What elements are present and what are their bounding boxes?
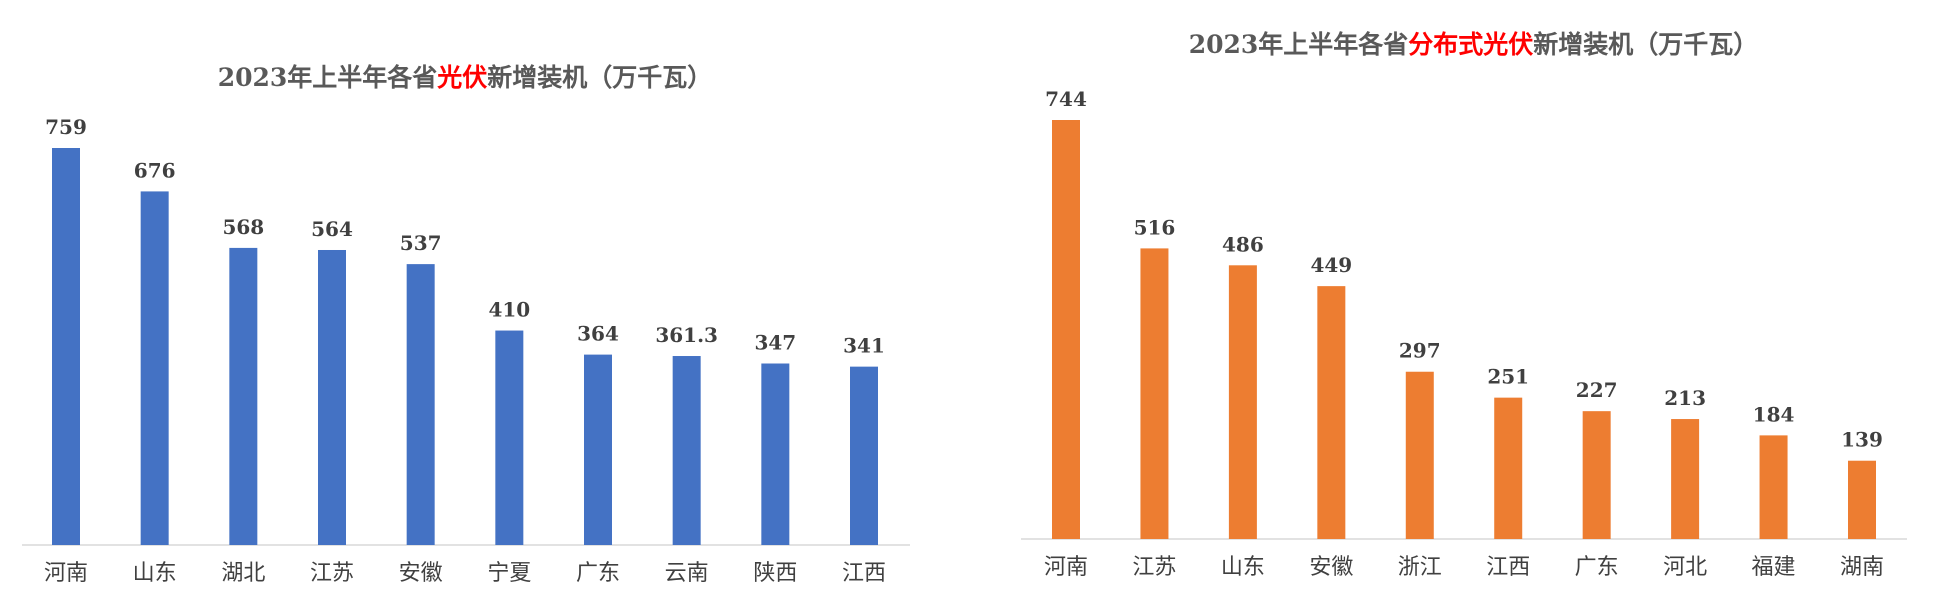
bar-1 xyxy=(1140,248,1169,539)
category-label-4: 安徽 xyxy=(399,561,443,586)
data-label-0: 744 xyxy=(1045,87,1087,111)
category-label-7: 河北 xyxy=(1663,555,1707,580)
category-label-3: 江苏 xyxy=(310,561,354,586)
chart-title: 2023年上半年各省光伏新增装机（万千瓦） xyxy=(0,58,930,94)
bar-8 xyxy=(1759,435,1788,539)
data-label-4: 537 xyxy=(400,231,442,255)
bar-4 xyxy=(406,264,435,545)
data-label-5: 251 xyxy=(1487,365,1529,389)
title-highlight: 分布式光伏 xyxy=(1408,30,1534,59)
data-label-4: 297 xyxy=(1399,339,1441,363)
data-label-3: 564 xyxy=(311,217,353,241)
bar-1 xyxy=(140,191,169,545)
bar-6 xyxy=(1582,411,1611,539)
bar-9 xyxy=(850,366,878,545)
bar-chart-total-pv: 759 河南 676 山东 568 湖北 564 江苏 537 安徽 410 宁夏 364 广东 361.3… xyxy=(22,115,910,586)
category-label-2: 湖北 xyxy=(221,561,265,586)
data-label-1: 516 xyxy=(1134,215,1176,239)
title-prefix: 2023年上半年各省 xyxy=(1188,30,1409,59)
bar-9 xyxy=(1848,460,1876,539)
chart-panel-distributed-pv: 2023年上半年各省分布式光伏新增装机（万千瓦） 744 河南 516 江苏 486 山东… xyxy=(1010,0,1937,600)
title-highlight: 光伏 xyxy=(437,63,488,92)
category-label-4: 浙江 xyxy=(1398,555,1442,580)
data-label-6: 364 xyxy=(577,322,619,346)
bar-5 xyxy=(1494,397,1523,539)
category-label-7: 云南 xyxy=(665,561,709,586)
category-label-9: 江西 xyxy=(842,561,886,586)
bar-4 xyxy=(1405,371,1434,539)
data-label-5: 410 xyxy=(488,298,530,322)
category-label-0: 河南 xyxy=(1044,555,1088,580)
bar-3 xyxy=(1317,286,1346,539)
bar-6 xyxy=(584,354,612,545)
data-label-8: 184 xyxy=(1753,402,1795,426)
data-label-2: 486 xyxy=(1222,232,1264,256)
bar-7 xyxy=(672,356,701,545)
category-label-1: 山东 xyxy=(133,561,177,586)
bar-2 xyxy=(1228,265,1257,539)
chart-panel-total-pv: 2023年上半年各省光伏新增装机（万千瓦） 759 河南 676 山东 568 湖北 564… xyxy=(0,0,930,600)
category-label-8: 福建 xyxy=(1752,555,1796,580)
title-suffix: 新增装机（万千瓦） xyxy=(487,63,713,92)
category-label-0: 河南 xyxy=(44,561,88,586)
category-label-3: 安徽 xyxy=(1309,555,1353,580)
bar-5 xyxy=(495,330,524,545)
category-label-9: 湖南 xyxy=(1840,555,1884,580)
data-label-3: 449 xyxy=(1310,253,1352,277)
data-label-2: 568 xyxy=(222,215,264,239)
bar-2 xyxy=(229,247,258,546)
data-label-0: 759 xyxy=(45,115,87,139)
title-prefix: 2023年上半年各省 xyxy=(217,63,438,92)
bar-0 xyxy=(1052,120,1080,539)
data-label-8: 347 xyxy=(754,330,796,354)
data-label-7: 213 xyxy=(1664,386,1706,410)
chart-title: 2023年上半年各省分布式光伏新增装机（万千瓦） xyxy=(1010,25,1937,61)
category-label-6: 广东 xyxy=(1575,555,1619,580)
data-label-7: 361.3 xyxy=(655,323,718,347)
data-label-6: 227 xyxy=(1576,378,1618,402)
category-label-5: 江西 xyxy=(1486,555,1530,580)
bar-3 xyxy=(318,249,346,546)
data-label-9: 139 xyxy=(1841,428,1883,452)
bar-chart-distributed-pv: 744 河南 516 江苏 486 山东 449 安徽 297 浙江 251 江西 227 广东 213 河北… xyxy=(1021,87,1907,580)
bar-7 xyxy=(1671,419,1700,539)
category-label-8: 陕西 xyxy=(753,561,797,586)
bar-8 xyxy=(761,363,790,545)
category-label-2: 山东 xyxy=(1221,555,1265,580)
data-label-9: 341 xyxy=(843,334,885,358)
bar-0 xyxy=(52,148,80,545)
category-label-6: 广东 xyxy=(576,561,620,586)
data-label-1: 676 xyxy=(134,158,176,182)
title-suffix: 新增装机（万千瓦） xyxy=(1533,30,1759,59)
category-label-5: 宁夏 xyxy=(487,561,531,586)
category-label-1: 江苏 xyxy=(1132,555,1176,580)
